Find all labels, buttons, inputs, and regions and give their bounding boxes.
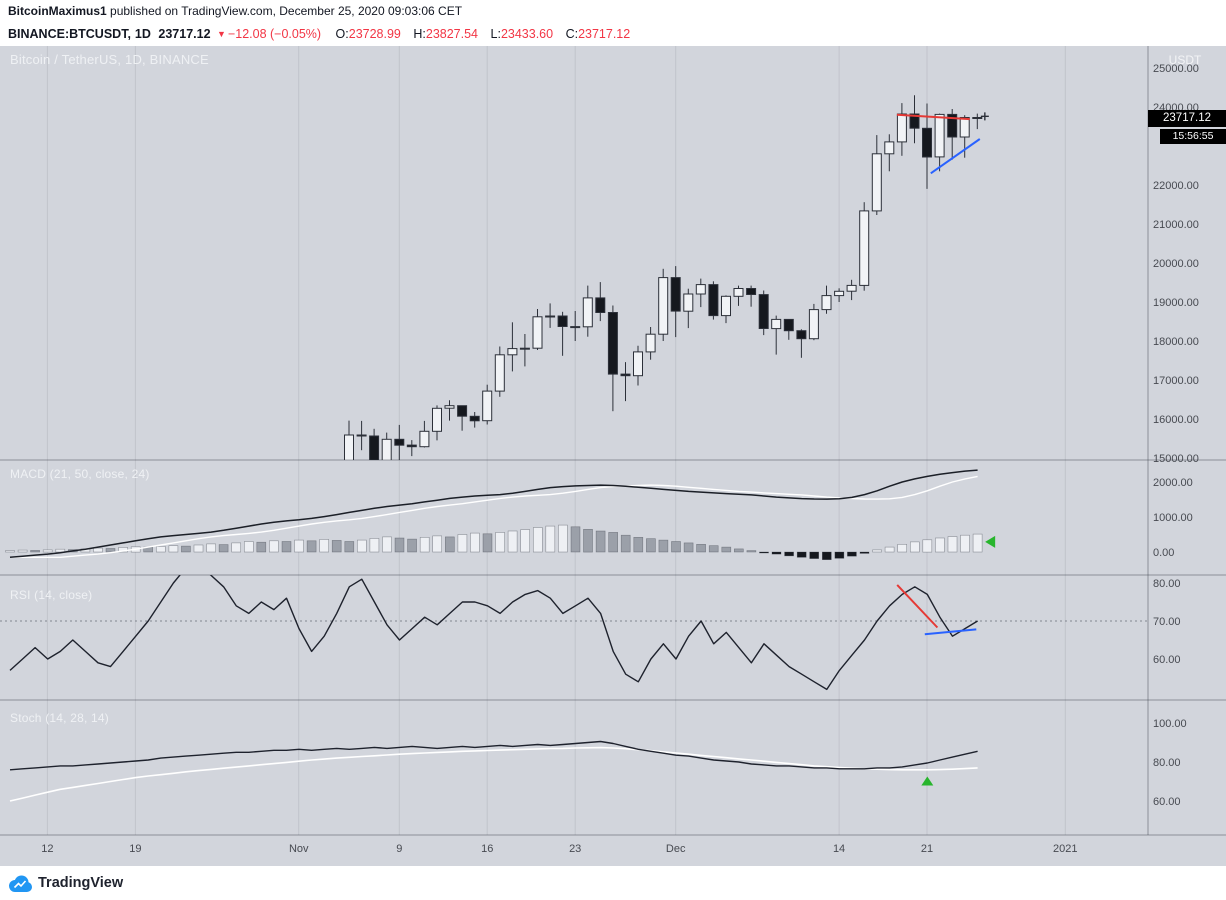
rsi-trendline [896,584,939,629]
ohlc-high: H:23827.54 [413,27,478,41]
macd-green-arrow [985,535,996,548]
rsi-pane-title: RSI (14, close) [10,588,93,602]
svg-text:19000.00: 19000.00 [1153,297,1199,309]
rsi-trendline [924,628,977,636]
plus-marker [980,112,989,121]
svg-text:100.00: 100.00 [1153,718,1187,730]
high-label: H: [413,27,426,41]
symbol-name: BINANCE:BTCUSDT, [8,27,131,41]
ohlc-close: C:23717.12 [566,27,631,41]
symbol-interval: 1D [134,27,151,41]
rsi-pane[interactable] [0,564,1148,691]
tradingview-logo[interactable] [8,874,32,893]
author-name: BitcoinMaximus1 [8,4,107,18]
publish-info: published on TradingView.com, December 2… [106,4,463,18]
last-price-text: 23717.12 [158,27,211,41]
publish-header: BitcoinMaximus1 published on TradingView… [0,0,1226,22]
svg-text:18000.00: 18000.00 [1153,336,1199,348]
svg-text:15000.00: 15000.00 [1153,453,1199,465]
change-value: −12.08 (−0.05%) [227,27,322,41]
svg-text:1000.00: 1000.00 [1153,512,1193,524]
svg-text:20000.00: 20000.00 [1153,258,1199,270]
svg-text:16000.00: 16000.00 [1153,414,1199,426]
stoch-pane-title: Stoch (14, 28, 14) [10,711,109,725]
close-value: 23717.12 [578,27,631,41]
svg-text:21000.00: 21000.00 [1153,219,1199,231]
open-value: 23728.99 [348,27,401,41]
svg-text:12: 12 [41,843,53,855]
macd-pane[interactable] [5,469,996,560]
svg-text:2000.00: 2000.00 [1153,477,1193,489]
svg-text:25000.00: 25000.00 [1153,63,1199,75]
chart-area: 25000.00 24000.00 22000.00 21000.00 20000.00… [0,46,1226,866]
countdown-badge: 15:56:55 [1160,129,1226,144]
svg-text:Nov: Nov [289,843,309,855]
main-pane-title: Bitcoin / TetherUS, 1D, BINANCE [10,52,209,67]
svg-text:80.00: 80.00 [1153,578,1181,590]
svg-text:21: 21 [921,843,933,855]
low-label: L: [490,27,501,41]
open-label: O: [335,27,349,41]
svg-text:14: 14 [833,843,845,855]
symbol-bar: BINANCE:BTCUSDT, 1D 23717.12 ▼ −12.08 (−0.… [0,22,1226,46]
high-value: 23827.54 [425,27,479,41]
svg-text:70.00: 70.00 [1153,616,1181,628]
stoch-pane[interactable] [9,740,978,802]
svg-text:9: 9 [396,843,402,855]
price-trendline [930,138,981,175]
svg-text:19: 19 [129,843,141,855]
tradingview-logo-text[interactable]: TradingView [38,875,124,891]
price-pane[interactable] [344,95,989,493]
ohlc-open: O:23728.99 [336,27,401,41]
low-value: 23433.60 [500,27,554,41]
stoch-green-triangle [921,776,934,786]
svg-text:16: 16 [481,843,493,855]
change-down-icon: ▼ [217,29,226,39]
ohlc-low: L:23433.60 [491,27,554,41]
svg-text:Dec: Dec [666,843,686,855]
svg-text:0.00: 0.00 [1153,547,1174,559]
svg-text:2021: 2021 [1053,843,1077,855]
svg-text:23: 23 [569,843,581,855]
close-label: C: [565,27,579,41]
price-axis-unit: USDT [1168,53,1202,67]
svg-text:80.00: 80.00 [1153,757,1181,769]
svg-text:60.00: 60.00 [1153,796,1181,808]
chart-background [0,46,1226,866]
price-trendline [896,113,970,121]
tradingview-cloud-icon [9,875,32,892]
chart-canvas[interactable]: 25000.0024000.0022000.0021000.0020000.00… [0,46,1226,866]
footer: TradingView [0,866,1226,900]
svg-text:17000.00: 17000.00 [1153,375,1199,387]
svg-text:60.00: 60.00 [1153,654,1181,666]
svg-text:22000.00: 22000.00 [1153,180,1199,192]
macd-pane-title: MACD (21, 50, close, 24) [10,467,150,481]
last-price-badge: 23717.12 [1148,110,1226,127]
